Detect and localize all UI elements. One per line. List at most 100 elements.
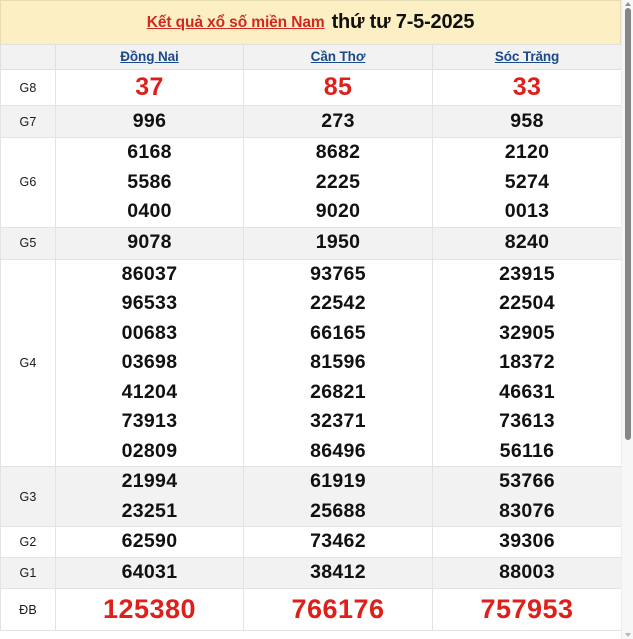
prize-number: 757953 — [480, 594, 574, 624]
prize-number: 5274 — [504, 170, 550, 193]
scrollbar-thumb[interactable] — [625, 8, 631, 440]
prize-number: 03698 — [121, 351, 178, 373]
prize-cell-db-soc-trang: 757953 — [432, 588, 622, 631]
prize-number: 38412 — [310, 561, 366, 583]
prize-label-header — [0, 44, 56, 70]
prize-number: 8240 — [504, 231, 550, 253]
prize-cell-g1-dong-nai: 64031 — [55, 557, 244, 589]
page-title-bar: Kết quả xổ số miền Nam thứ tư 7-5-2025 — [0, 0, 621, 44]
prize-cell-g8-dong-nai: 37 — [55, 69, 244, 106]
prize-label-g2: G2 — [0, 526, 56, 558]
prize-label-g8: G8 — [0, 69, 56, 106]
prize-number: 41204 — [121, 380, 178, 403]
prize-cell-g4-soc-trang: 23915 22504 32905 18372 46631 73613 5611… — [432, 258, 622, 467]
prize-number: 53766 — [499, 470, 555, 492]
prize-number: 996 — [132, 109, 167, 132]
table-row: ĐB 125380 766176 757953 — [0, 588, 622, 631]
prize-cell-db-can-tho: 766176 — [243, 588, 433, 631]
prize-number: 32371 — [310, 410, 366, 432]
prize-number: 33 — [512, 73, 542, 101]
table-row: G6 6168 5586 0400 8682 2225 9020 — [0, 137, 622, 228]
prize-cell-g7-dong-nai: 996 — [55, 105, 244, 138]
prize-number: 39306 — [499, 530, 555, 552]
prize-number: 37 — [135, 73, 164, 101]
prize-number: 6168 — [127, 141, 172, 163]
table-row: G8 37 85 33 — [0, 69, 622, 106]
table-row: G3 21994 23251 61919 25688 53766 — [0, 466, 622, 527]
results-title-link[interactable]: Kết quả xổ số miền Nam — [146, 13, 325, 31]
prize-number: 273 — [321, 109, 355, 132]
prize-number: 5586 — [127, 170, 172, 193]
province-link-dong-nai[interactable]: Đồng Nai — [120, 49, 179, 64]
prize-cell-g6-can-tho: 8682 2225 9020 — [243, 137, 433, 228]
province-header-can-tho: Cần Thơ — [243, 44, 433, 70]
prize-number: 86037 — [121, 262, 178, 285]
table-row: G1 64031 38412 88003 — [0, 557, 622, 589]
prize-number: 2225 — [315, 170, 361, 193]
prize-number: 85 — [323, 73, 353, 101]
prize-label-g1: G1 — [0, 557, 56, 589]
prize-number: 66165 — [310, 321, 366, 344]
prize-number: 8682 — [315, 141, 361, 163]
prize-number: 766176 — [291, 594, 385, 624]
prize-number: 32905 — [499, 321, 555, 344]
prize-number: 0400 — [127, 200, 172, 222]
prize-number: 73613 — [499, 410, 555, 432]
prize-cell-g6-soc-trang: 2120 5274 0013 — [432, 137, 622, 228]
table-header-row: Đồng Nai Cần Thơ Sóc Trăng — [0, 44, 622, 70]
prize-cell-g5-dong-nai: 9078 — [55, 226, 244, 260]
prize-number: 2120 — [504, 141, 550, 163]
prize-number: 23915 — [499, 262, 555, 285]
prize-number: 1950 — [315, 231, 361, 253]
prize-number: 46631 — [499, 380, 555, 403]
prize-number: 25688 — [310, 499, 366, 522]
prize-number: 9078 — [127, 231, 172, 253]
prize-number: 21994 — [121, 470, 178, 492]
prize-number: 26821 — [310, 380, 366, 403]
prize-cell-g3-soc-trang: 53766 83076 — [432, 466, 622, 527]
prize-number: 64031 — [121, 561, 178, 583]
results-date: thứ tư 7-5-2025 — [331, 11, 475, 33]
prize-number: 00683 — [121, 321, 178, 344]
table-row: G4 86037 96533 00683 03698 41204 73913 0… — [0, 258, 622, 467]
prize-cell-g5-can-tho: 1950 — [243, 226, 433, 260]
scroll-up-arrow-icon[interactable] — [625, 2, 631, 6]
lottery-results-table: Đồng Nai Cần Thơ Sóc Trăng G8 37 85 — [0, 44, 622, 631]
prize-cell-db-dong-nai: 125380 — [55, 588, 244, 631]
scroll-down-arrow-icon[interactable] — [625, 633, 631, 637]
prize-cell-g3-can-tho: 61919 25688 — [243, 466, 433, 527]
prize-number: 0013 — [504, 200, 550, 222]
prize-number: 02809 — [121, 439, 178, 462]
vertical-scrollbar[interactable] — [621, 0, 633, 639]
prize-label-g4: G4 — [0, 258, 56, 467]
prize-cell-g1-can-tho: 38412 — [243, 557, 433, 589]
prize-number: 81596 — [310, 351, 366, 373]
province-link-can-tho[interactable]: Cần Thơ — [310, 49, 366, 64]
prize-number: 83076 — [499, 499, 555, 522]
province-header-dong-nai: Đồng Nai — [55, 44, 244, 70]
prize-cell-g2-soc-trang: 39306 — [432, 526, 622, 558]
prize-cell-g4-can-tho: 93765 22542 66165 81596 26821 32371 8649… — [243, 258, 433, 467]
prize-number: 96533 — [121, 292, 178, 314]
province-header-soc-trang: Sóc Trăng — [432, 44, 622, 70]
prize-label-db: ĐB — [0, 588, 56, 631]
prize-number: 125380 — [102, 594, 197, 624]
prize-label-g7: G7 — [0, 105, 56, 138]
prize-number: 18372 — [499, 351, 555, 373]
table-row: G7 996 273 958 — [0, 105, 622, 138]
prize-cell-g7-soc-trang: 958 — [432, 105, 622, 138]
prize-cell-g7-can-tho: 273 — [243, 105, 433, 138]
prize-number: 56116 — [499, 439, 555, 462]
prize-number: 23251 — [121, 499, 178, 522]
province-link-soc-trang[interactable]: Sóc Trăng — [494, 49, 560, 64]
prize-label-g5: G5 — [0, 226, 56, 260]
prize-cell-g2-dong-nai: 62590 — [55, 526, 244, 558]
prize-number: 86496 — [310, 439, 366, 462]
prize-cell-g6-dong-nai: 6168 5586 0400 — [55, 137, 244, 228]
prize-number: 73913 — [121, 410, 178, 432]
prize-label-g3: G3 — [0, 466, 56, 527]
prize-number: 9020 — [315, 200, 361, 222]
prize-number: 958 — [510, 109, 544, 132]
prize-number: 61919 — [310, 470, 366, 492]
